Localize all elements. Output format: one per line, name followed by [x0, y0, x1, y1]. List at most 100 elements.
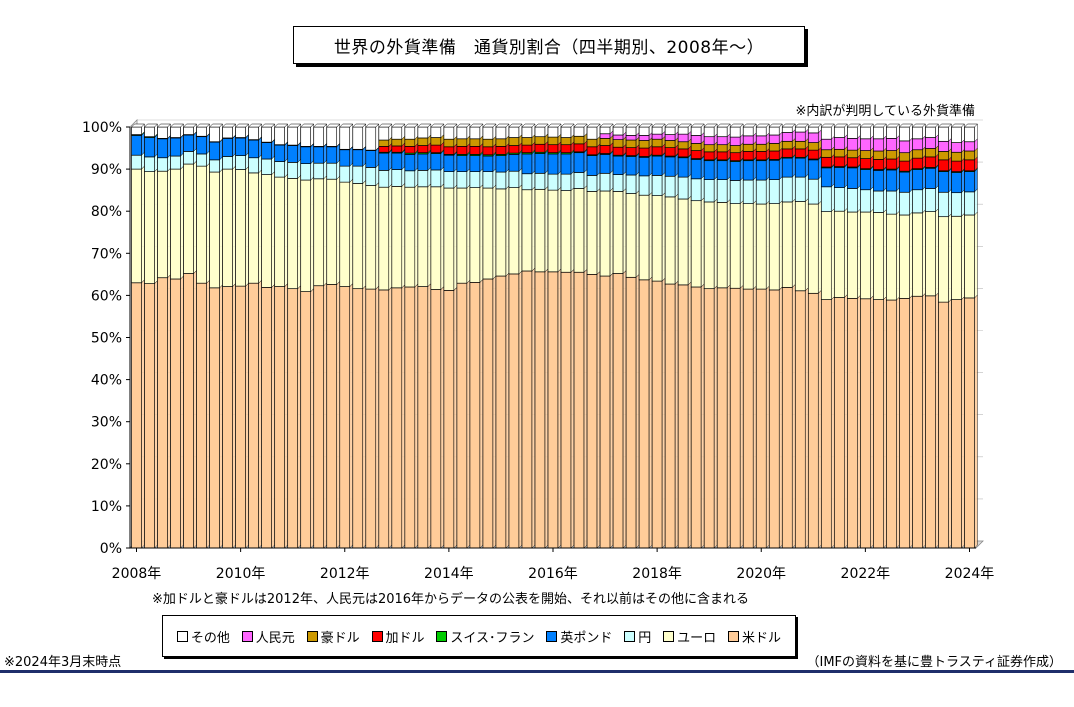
bar-side-usd [661, 277, 666, 549]
bar-side-jpy [453, 168, 458, 189]
legend-swatch-gbp [546, 630, 558, 642]
bar-segment-cny [677, 133, 689, 143]
bar-segment-jpy [573, 172, 585, 189]
bar-segment-aud [612, 139, 624, 148]
bar-segment-usd [599, 275, 611, 549]
bar-side-usd [818, 289, 822, 549]
bars-group [130, 123, 979, 549]
bar-column [534, 123, 549, 549]
bar-top [443, 123, 458, 128]
bar-side-eur [687, 195, 692, 286]
bar-segment-other [534, 126, 546, 138]
bar-side-eur [831, 208, 835, 301]
bar-segment-eur [183, 163, 194, 274]
bar-column [872, 123, 887, 549]
bar-side-gbp [961, 168, 965, 194]
bar-segment-usd [938, 301, 949, 549]
bar-side-gbp [857, 164, 861, 190]
bar-side-gbp [414, 150, 419, 172]
bar-top [404, 123, 419, 128]
bar-segment-gbp [873, 170, 884, 192]
x-tick-label: 2018年 [632, 566, 682, 582]
bar-column [781, 123, 796, 549]
bar-segment-usd [925, 295, 936, 549]
bar-side-jpy [622, 170, 627, 193]
bar-segment-gbp [912, 169, 923, 191]
bar-side-eur [596, 187, 601, 275]
bar-segment-other [365, 126, 377, 151]
bar-column [495, 123, 510, 549]
bar-segment-usd [352, 288, 364, 549]
bar-segment-cny [599, 133, 611, 139]
bar-side-usd [453, 286, 458, 549]
bar-side-gbp [297, 141, 301, 163]
bar-top [690, 123, 705, 128]
bar-side-usd [922, 292, 926, 549]
bar-segment-gbp [274, 144, 286, 162]
bar-side-gbp [570, 150, 575, 175]
bar-segment-gbp [638, 156, 650, 177]
bar-top [781, 123, 796, 128]
bar-side-eur [648, 191, 653, 281]
bar-segment-gbp [417, 153, 429, 171]
bar-side-eur [284, 173, 288, 288]
legend-swatch-cad [371, 630, 383, 642]
bar-side-eur [167, 167, 171, 279]
bar-top [573, 123, 588, 128]
bar-segment-other [183, 126, 194, 135]
bar-segment-gbp [820, 167, 832, 188]
bar-segment-usd [170, 278, 181, 549]
bar-top [768, 123, 783, 128]
bar-segment-cad [729, 152, 741, 162]
bar-segment-gbp [586, 155, 598, 176]
bar-segment-eur [222, 168, 233, 287]
legend-label-gbp: 英ポンド [560, 630, 613, 646]
bar-segment-jpy [235, 155, 246, 170]
bar-segment-usd [664, 283, 676, 549]
bar-segment-aud [781, 140, 793, 150]
bar-column [924, 123, 940, 549]
bar-side-eur [388, 183, 393, 291]
bar-segment-usd [638, 279, 650, 549]
bar-segment-cad [807, 149, 819, 160]
bar-segment-gbp [846, 167, 858, 189]
bar-segment-cad [391, 145, 403, 153]
bar-segment-gbp [157, 138, 168, 159]
bar-top [963, 123, 979, 128]
bar-column [182, 123, 198, 549]
bar-segment-gbp [677, 157, 689, 178]
bar-segment-cad [820, 156, 832, 168]
bar-side-usd [297, 285, 301, 549]
bar-segment-usd [703, 288, 715, 549]
bar-side-jpy [739, 176, 744, 205]
bar-segment-jpy [222, 156, 233, 170]
bar-side-eur [883, 208, 887, 301]
bar-side-usd [232, 282, 236, 549]
bar-top [208, 123, 224, 128]
bar-segment-cad [716, 151, 728, 161]
bar-segment-usd [261, 287, 273, 549]
bar-side-other [323, 123, 327, 147]
bar-side-gbp [440, 149, 445, 171]
bar-segment-eur [573, 188, 585, 273]
bar-segment-cny [833, 137, 845, 150]
bar-segment-cny [925, 137, 936, 149]
bar-segment-gbp [651, 155, 663, 176]
bar-segment-aud [729, 145, 741, 154]
bar-segment-eur [886, 213, 897, 301]
legend-label-cny: 人民元 [255, 630, 295, 646]
bar-column [378, 123, 393, 549]
bar-side-usd [805, 287, 809, 549]
bar-segment-cny [781, 132, 793, 142]
bar-side-jpy [883, 187, 887, 214]
bar-segment-other [131, 126, 142, 135]
bar-segment-aud [677, 141, 689, 150]
bar-side-eur [739, 200, 744, 289]
x-tick-label: 2010年 [216, 566, 266, 582]
bar-top [169, 123, 185, 128]
bar-top [534, 123, 549, 128]
bar-segment-other [899, 126, 910, 142]
bar-segment-eur [833, 210, 845, 298]
bar-segment-other [716, 126, 728, 138]
bar-side-gbp [167, 135, 171, 159]
